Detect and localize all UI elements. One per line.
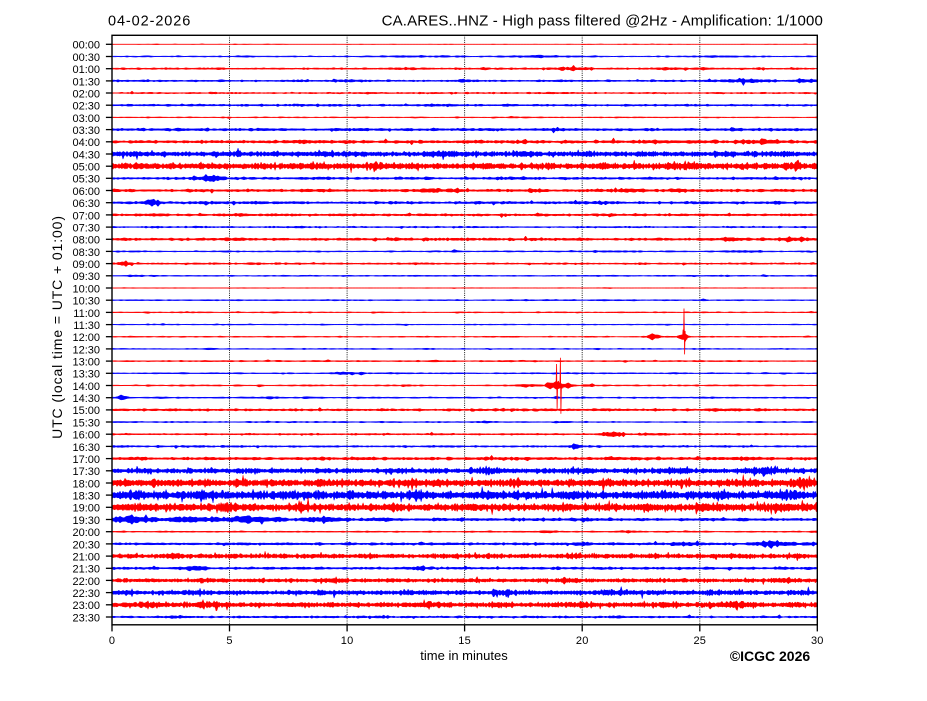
svg-text:07:30: 07:30 bbox=[72, 223, 100, 235]
svg-text:09:30: 09:30 bbox=[72, 271, 100, 283]
svg-text:10: 10 bbox=[341, 635, 354, 647]
svg-text:12:30: 12:30 bbox=[72, 344, 100, 356]
svg-text:16:00: 16:00 bbox=[72, 430, 100, 442]
svg-text:10:30: 10:30 bbox=[72, 296, 100, 308]
svg-text:0: 0 bbox=[109, 635, 115, 647]
svg-text:01:00: 01:00 bbox=[72, 64, 100, 76]
svg-text:16:30: 16:30 bbox=[72, 442, 100, 454]
svg-text:23:30: 23:30 bbox=[72, 612, 100, 624]
svg-text:03:00: 03:00 bbox=[72, 113, 100, 125]
svg-text:05:00: 05:00 bbox=[72, 162, 100, 174]
svg-text:22:00: 22:00 bbox=[72, 576, 100, 588]
svg-text:18:30: 18:30 bbox=[72, 491, 100, 503]
svg-text:10:00: 10:00 bbox=[72, 283, 100, 295]
svg-text:01:30: 01:30 bbox=[72, 76, 100, 88]
svg-text:00:00: 00:00 bbox=[72, 40, 100, 52]
svg-text:20: 20 bbox=[576, 635, 589, 647]
svg-text:08:00: 08:00 bbox=[72, 235, 100, 247]
svg-text:25: 25 bbox=[693, 635, 706, 647]
svg-text:22:30: 22:30 bbox=[72, 588, 100, 600]
svg-text:04:00: 04:00 bbox=[72, 137, 100, 149]
svg-text:15:30: 15:30 bbox=[72, 417, 100, 429]
svg-text:18:00: 18:00 bbox=[72, 478, 100, 490]
svg-text:30: 30 bbox=[811, 635, 824, 647]
svg-text:14:00: 14:00 bbox=[72, 381, 100, 393]
svg-text:12:00: 12:00 bbox=[72, 332, 100, 344]
svg-text:19:30: 19:30 bbox=[72, 515, 100, 527]
svg-text:15:00: 15:00 bbox=[72, 405, 100, 417]
svg-text:05:30: 05:30 bbox=[72, 174, 100, 186]
svg-text:08:30: 08:30 bbox=[72, 247, 100, 259]
svg-text:06:00: 06:00 bbox=[72, 186, 100, 198]
svg-text:23:00: 23:00 bbox=[72, 600, 100, 612]
svg-text:14:30: 14:30 bbox=[72, 393, 100, 405]
svg-text:UTC (local time = UTC + 01:00): UTC (local time = UTC + 01:00) bbox=[49, 215, 65, 439]
svg-text:02:00: 02:00 bbox=[72, 88, 100, 100]
svg-text:CA.ARES..HNZ - High pass filte: CA.ARES..HNZ - High pass filtered @2Hz -… bbox=[382, 13, 823, 30]
svg-text:20:30: 20:30 bbox=[72, 539, 100, 551]
svg-text:13:30: 13:30 bbox=[72, 369, 100, 381]
svg-text:04:30: 04:30 bbox=[72, 149, 100, 161]
svg-text:07:00: 07:00 bbox=[72, 210, 100, 222]
svg-text:21:00: 21:00 bbox=[72, 552, 100, 564]
svg-text:06:30: 06:30 bbox=[72, 198, 100, 210]
svg-text:03:30: 03:30 bbox=[72, 125, 100, 137]
svg-text:04-02-2026: 04-02-2026 bbox=[108, 14, 191, 30]
svg-text:5: 5 bbox=[226, 635, 232, 647]
svg-text:15: 15 bbox=[458, 635, 471, 647]
svg-text:02:30: 02:30 bbox=[72, 101, 100, 113]
svg-text:00:30: 00:30 bbox=[72, 52, 100, 64]
svg-text:11:30: 11:30 bbox=[73, 320, 100, 332]
svg-text:17:30: 17:30 bbox=[72, 466, 100, 478]
svg-text:11:00: 11:00 bbox=[73, 308, 100, 320]
svg-text:17:00: 17:00 bbox=[72, 454, 100, 466]
svg-text:13:00: 13:00 bbox=[72, 357, 100, 369]
svg-text:time in minutes: time in minutes bbox=[420, 648, 508, 663]
svg-text:19:00: 19:00 bbox=[72, 503, 100, 515]
svg-text:©ICGC 2026: ©ICGC 2026 bbox=[730, 648, 811, 664]
svg-text:09:00: 09:00 bbox=[72, 259, 100, 271]
svg-text:20:00: 20:00 bbox=[72, 527, 100, 539]
svg-text:21:30: 21:30 bbox=[72, 564, 100, 576]
